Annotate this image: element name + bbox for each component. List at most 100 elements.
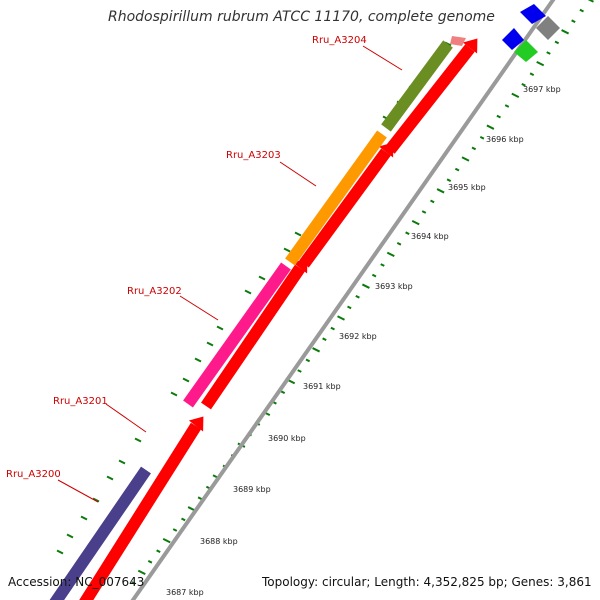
kbp-tick-label: 3693 kbp (375, 282, 413, 291)
gene-label: Rru_A3200 (6, 469, 61, 480)
ruler-tick (461, 156, 470, 162)
kbp-tick-label: 3691 kbp (303, 382, 341, 391)
ruler-tick (486, 124, 495, 130)
ruler-tick (297, 369, 302, 373)
ruler-tick (536, 60, 545, 67)
forward-arrowhead (378, 142, 394, 158)
genome-summary: Topology: circular; Length: 4,352,825 bp… (262, 575, 592, 589)
gene-tick (194, 357, 202, 363)
gene-tick (206, 341, 214, 347)
gene-tick (134, 437, 142, 443)
ruler-tick (172, 528, 178, 532)
ruler-tick (571, 19, 576, 23)
gene-label-leader-line (179, 295, 219, 321)
forward-arrowhead (462, 38, 478, 54)
gene-tick (118, 459, 126, 465)
kbp-tick-label: 3689 kbp (233, 485, 271, 494)
gene-label: Rru_A3203 (226, 150, 281, 161)
ruler-tick (554, 40, 560, 45)
ruler-tick (454, 167, 460, 172)
gene-label-leader-line (57, 479, 99, 503)
forward-cds-arrow (79, 422, 202, 600)
ruler-tick (305, 358, 311, 363)
gene-tick (244, 289, 252, 295)
ruler-tick (521, 83, 526, 87)
kbp-tick-label: 3688 kbp (200, 537, 238, 546)
kbp-tick-label: 3692 kbp (339, 332, 377, 341)
gene-label-leader-line (279, 161, 317, 187)
ruler-tick (162, 537, 171, 544)
ruler-tick (355, 295, 360, 299)
ruler-tick (322, 337, 327, 341)
gene-Rru_A3202-arrow (183, 262, 291, 408)
ruler-tick (312, 347, 321, 353)
gene-label: Rru_A3204 (312, 35, 367, 46)
ruler-tick (471, 146, 477, 151)
kbp-tick-label: 3687 kbp (166, 588, 204, 597)
ruler-tick (529, 72, 535, 76)
gene-tick (92, 497, 100, 503)
map-title: Rhodospirillum rubrum ATCC 11170, comple… (108, 9, 495, 25)
kbp-tick-label: 3694 kbp (411, 232, 449, 241)
feature-green (514, 40, 538, 62)
ruler-tick (131, 581, 136, 585)
forward-cds-arrow (385, 44, 475, 154)
gene-tick (170, 391, 178, 397)
gene-label-leader-line (105, 403, 147, 433)
feature-blue-2 (502, 28, 524, 50)
ruler-tick (504, 104, 510, 108)
gene-Rru_A3203-arrow (285, 130, 387, 266)
gene-label: Rru_A3201 (53, 396, 108, 407)
gene-Rru_A3200-arrow (49, 466, 151, 600)
ruler-tick (330, 326, 335, 331)
ruler-tick (430, 199, 435, 204)
ruler-tick (479, 136, 485, 140)
ruler-tick (361, 283, 370, 289)
ruler-tick (386, 251, 395, 258)
kbp-tick-label: 3696 kbp (486, 135, 524, 144)
accession-label: Accession: NC_007643 (8, 575, 145, 589)
kbp-tick-label: 3697 kbp (523, 85, 561, 94)
gene-tick (294, 231, 302, 237)
ruler-tick (280, 390, 286, 394)
ruler-tick (396, 242, 402, 246)
ruler-tick (579, 8, 584, 13)
ruler-tick (137, 569, 146, 576)
ruler-tick (380, 263, 385, 267)
kbp-tick-label: 3690 kbp (268, 434, 306, 443)
ruler-tick (197, 496, 203, 500)
forward-arrowhead (188, 416, 204, 432)
gene-tick (283, 247, 291, 253)
feature-blue-1 (520, 4, 546, 24)
gene-label-leader-line (362, 45, 403, 71)
gene-tick (80, 515, 88, 521)
ruler-tick (411, 219, 420, 226)
gene-label: Rru_A3202 (127, 286, 182, 297)
forward-cds-arrow (299, 148, 391, 268)
ruler-tick (511, 92, 520, 99)
gene-tick (56, 549, 64, 555)
ruler-tick (347, 305, 352, 310)
forward-cds-arrow (201, 264, 305, 410)
gene-Rru_A3204-arrow (381, 40, 453, 132)
partial-gene-fragment (450, 36, 466, 46)
ruler-tick (587, 0, 594, 3)
kbp-tick-label: 3695 kbp (448, 183, 486, 192)
ruler-tick (337, 315, 345, 321)
ruler-tick (181, 517, 186, 522)
ruler-tick (546, 51, 551, 55)
genome-backbone (130, 0, 556, 600)
gene-tick (216, 325, 224, 331)
gene-tick (66, 533, 74, 539)
ruler-tick (446, 178, 452, 182)
gene-tick (106, 475, 114, 481)
ruler-tick (436, 188, 445, 194)
ruler-tick (147, 560, 153, 564)
feature-grey (536, 16, 560, 40)
ruler-tick (156, 549, 161, 553)
ruler-tick (561, 29, 570, 35)
ruler-tick (371, 273, 377, 278)
ruler-tick (496, 114, 501, 119)
ruler-tick (421, 210, 427, 214)
